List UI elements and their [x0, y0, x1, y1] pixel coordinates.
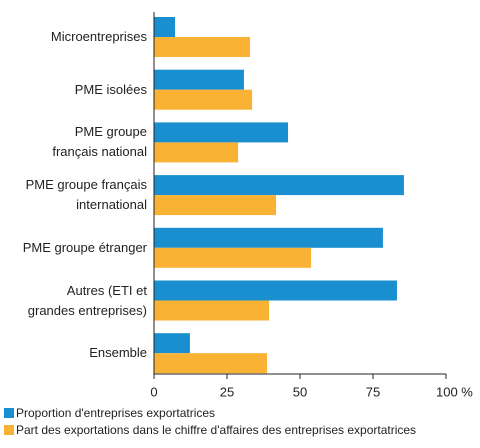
bar — [154, 353, 268, 374]
category-label: PME groupe français national — [52, 124, 147, 160]
legend-swatch — [4, 408, 14, 418]
legend-swatch — [4, 425, 14, 435]
bar — [154, 247, 312, 268]
bar — [154, 227, 383, 248]
bar — [154, 333, 190, 354]
bar — [154, 142, 239, 163]
bar — [154, 300, 270, 321]
category-label: PME isolées — [74, 81, 147, 97]
category-label: PME groupe étranger — [22, 239, 147, 255]
bar — [154, 37, 251, 57]
bar — [154, 69, 244, 90]
category-label: Ensemble — [89, 345, 147, 361]
legend-label: Part des exportations dans le chiffre d'… — [16, 423, 416, 437]
x-tick-label: 100 % — [436, 384, 473, 399]
bar — [154, 195, 277, 216]
bar — [154, 175, 404, 196]
x-tick-label: 75 — [366, 384, 380, 399]
bar — [154, 89, 253, 110]
x-tick-label: 25 — [220, 384, 234, 399]
category-label: PME groupe français international — [25, 177, 147, 213]
legend-label: Proportion d'entreprises exportatrices — [16, 406, 215, 420]
bar — [154, 17, 176, 37]
bar — [154, 280, 397, 301]
x-tick-label: 50 — [293, 384, 307, 399]
bar — [154, 122, 289, 143]
category-label: Microentreprises — [50, 29, 147, 44]
category-label: Autres (ETI et grandes entreprises) — [27, 282, 147, 318]
x-tick-label: 0 — [150, 384, 157, 399]
